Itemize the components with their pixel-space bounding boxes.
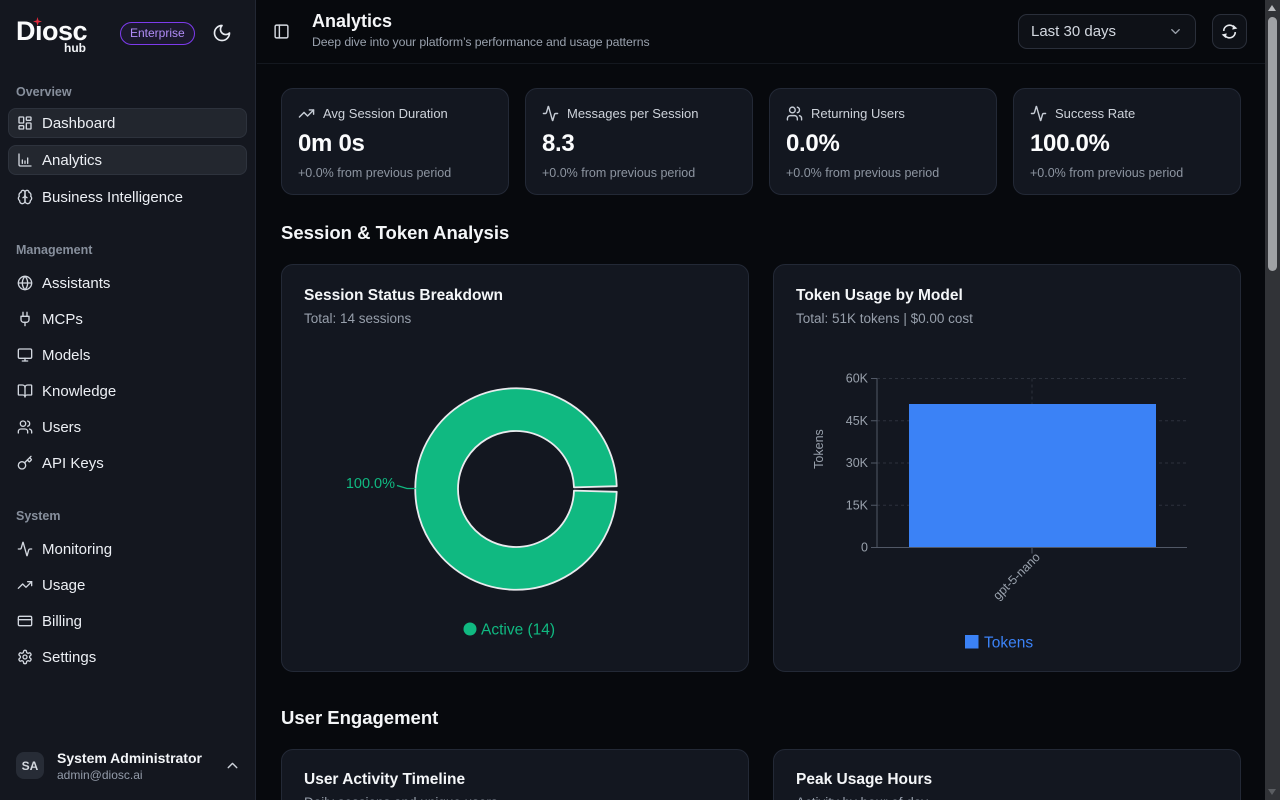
svg-text:gpt-5-nano: gpt-5-nano (990, 550, 1043, 603)
svg-text:Tokens: Tokens (812, 429, 826, 469)
svg-text:60K: 60K (846, 371, 869, 385)
svg-text:Tokens: Tokens (984, 634, 1033, 651)
svg-text:45K: 45K (846, 413, 869, 427)
svg-text:100.0%: 100.0% (346, 476, 395, 492)
svg-text:15K: 15K (846, 498, 869, 512)
svg-text:0: 0 (861, 540, 868, 554)
svg-text:30K: 30K (846, 456, 869, 470)
svg-text:Active (14): Active (14) (481, 621, 555, 638)
